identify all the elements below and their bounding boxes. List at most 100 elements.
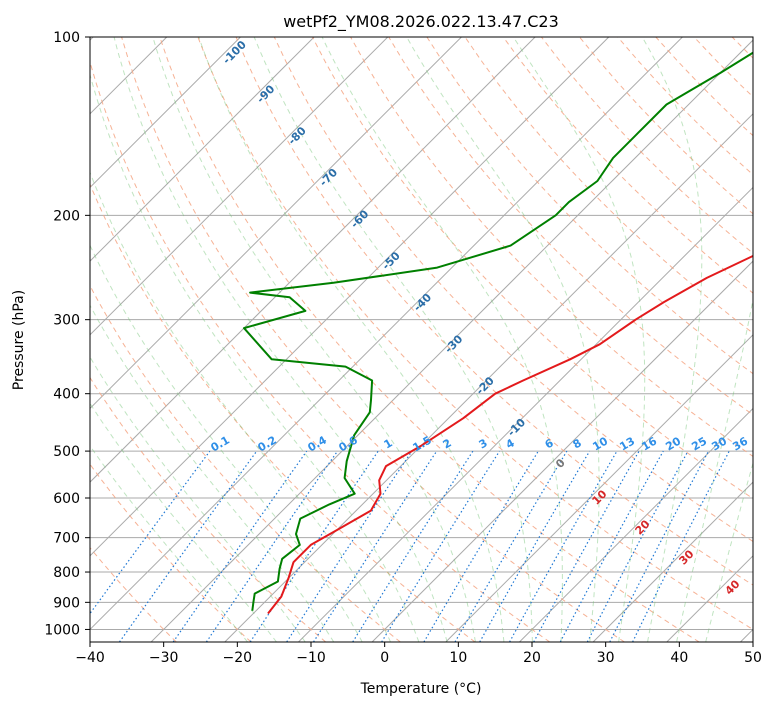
y-tick-label: 200: [53, 208, 80, 224]
x-axis-label: Temperature (°C): [360, 681, 482, 697]
isotherm-line: [740, 628, 753, 642]
moist-adiabat-line: [90, 356, 306, 642]
dry-adiabat-line: [90, 376, 327, 642]
moist-adiabat-line: [90, 402, 277, 642]
dry-adiabat-line: [159, 37, 700, 642]
dry-adiabat-line: [90, 60, 551, 642]
dry-adiabat-label: -70: [317, 166, 340, 189]
moist-adiabat-line: [113, 37, 448, 642]
mixing-ratio-line: [352, 450, 474, 642]
isotherm-line: [371, 260, 753, 642]
dry-adiabat-line: [655, 37, 753, 137]
mixing-ratio-label: 30: [709, 434, 729, 453]
moist-adiabat-line: [676, 296, 753, 642]
mixing-ratio-line: [632, 450, 730, 642]
y-tick-label: 800: [53, 565, 80, 581]
mixing-ratio-line: [90, 450, 211, 615]
isotherm-line: [90, 37, 536, 483]
dry-adiabat-line: [273, 37, 753, 543]
x-tick-label: 0: [380, 650, 389, 666]
x-tick-label: −30: [149, 650, 179, 666]
dry-adiabat-line: [350, 37, 753, 458]
dry-adiabat-line: [90, 284, 401, 642]
x-tick-label: 10: [449, 650, 467, 666]
mixing-ratio-line: [423, 450, 539, 642]
moist-adiabat-line: [198, 37, 505, 642]
dry-adiabat-label: -40: [411, 291, 434, 314]
dry-adiabat-line: [541, 37, 753, 254]
y-tick-label: 300: [53, 313, 80, 329]
moist-adiabat-line: [152, 37, 476, 642]
mixing-ratio-line: [249, 450, 379, 642]
dry-adiabat-line: [90, 463, 252, 642]
dry-adiabat-line: [235, 37, 753, 586]
mixing-ratio-label: 16: [639, 434, 659, 453]
isotherm-line: [592, 481, 753, 642]
y-tick-label: 1000: [44, 622, 80, 638]
mixing-ratio-label: 36: [730, 434, 750, 453]
dry-adiabat-label: -10: [505, 416, 528, 439]
y-tick-label: 400: [53, 387, 80, 403]
mixing-ratio-line: [286, 450, 413, 642]
moist-adiabat-line: [90, 171, 391, 642]
mixing-ratio-label: 25: [689, 435, 709, 454]
moist-adiabat-line: [90, 72, 420, 642]
isotherm-line: [90, 37, 241, 189]
isotherm-line: [224, 113, 753, 642]
dry-adiabat-line: [197, 37, 753, 630]
moist-adiabat-label: 20: [633, 517, 653, 537]
mixing-ratio-line: [119, 450, 258, 642]
background-lines: [90, 37, 753, 642]
x-tick-label: −40: [75, 650, 105, 666]
y-tick-label: 600: [53, 491, 80, 507]
mixing-ratio-line: [172, 450, 308, 642]
moist-adiabat-label: 10: [590, 487, 610, 507]
x-tick-label: −10: [296, 650, 326, 666]
moist-adiabat-line: [512, 37, 646, 642]
y-tick-label: 900: [53, 595, 80, 611]
chart-title: wetPf2_YM08.2026.022.13.47.C23: [283, 12, 559, 32]
line-labels: -100-90-80-70-60-50-40-30-20-100.1 0.2 0.4…: [209, 38, 751, 598]
mixing-ratio-label: 2: [441, 436, 454, 451]
x-axis: −40 −30 −20 −10 0 10 20 30 40 50: [75, 642, 762, 666]
mixing-ratio-label: 4: [504, 436, 517, 451]
isotherm-line: [445, 334, 753, 642]
moist-adiabat-line: [641, 37, 703, 642]
mixing-ratio-line: [509, 450, 618, 642]
isotherm-line: [90, 37, 610, 557]
moist-adiabat-line: [321, 37, 563, 642]
dry-adiabat-line: [502, 37, 753, 294]
mixing-ratio-label: 6: [543, 436, 556, 451]
isotherm-line: [150, 39, 753, 642]
mixing-ratio-line: [586, 450, 689, 642]
y-axis-label: Pressure (hPa): [11, 290, 27, 390]
x-tick-label: 40: [670, 650, 688, 666]
plot-frame: [89, 36, 754, 643]
profile-series: [243, 51, 753, 615]
mixing-ratio-line: [533, 450, 640, 642]
dry-adiabat-label: -60: [348, 207, 371, 230]
y-tick-label: 700: [53, 531, 80, 547]
x-tick-label: 20: [523, 650, 541, 666]
isotherm-line: [90, 37, 462, 410]
dry-adiabat-line: [311, 37, 753, 500]
y-tick-label: 500: [53, 444, 80, 460]
mixing-ratio-line: [312, 450, 438, 642]
dry-adiabat-label: -50: [380, 249, 403, 272]
mixing-ratio-line: [381, 450, 501, 642]
dry-adiabat-line: [693, 37, 753, 98]
dry-adiabat-line: [90, 182, 476, 642]
mixing-ratio-line: [205, 450, 338, 642]
y-axis: 100 200 300 400 500 600 700 800 900 1000: [44, 30, 90, 638]
moist-adiabat-label: 40: [723, 577, 743, 597]
mixing-ratio-label: 13: [617, 435, 637, 454]
dry-adiabat-line: [121, 37, 625, 642]
dewpoint-profile-line: [243, 51, 753, 611]
temperature-profile-line: [267, 254, 753, 615]
moist-adiabat-label: 0: [553, 456, 568, 471]
y-tick-label: 100: [53, 30, 80, 46]
dry-adiabat-label: -30: [442, 332, 465, 355]
x-tick-label: −20: [223, 650, 253, 666]
pressure-gridlines: [90, 37, 753, 630]
